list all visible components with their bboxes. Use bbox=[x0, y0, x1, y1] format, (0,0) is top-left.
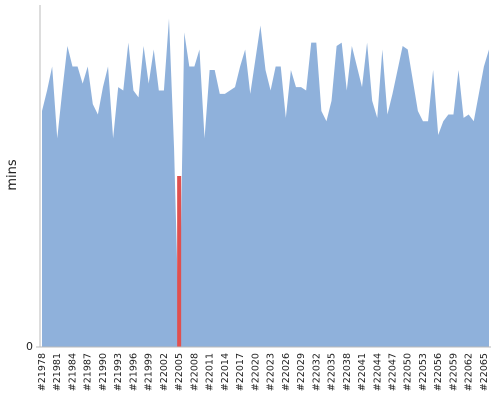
x-tick-label: #22059 bbox=[448, 353, 459, 391]
x-tick-label: #22038 bbox=[342, 353, 353, 391]
x-tick-label: #22005 bbox=[174, 353, 185, 391]
x-tick-label: #22047 bbox=[387, 353, 398, 391]
x-tick-label: #21990 bbox=[98, 353, 109, 391]
x-tick-label: #21981 bbox=[52, 353, 63, 391]
x-tick-label: #22032 bbox=[311, 353, 322, 391]
x-tick-label: #21996 bbox=[128, 353, 139, 391]
y-tick-label: 0 bbox=[26, 340, 33, 353]
x-tick-label: #22044 bbox=[372, 353, 383, 391]
x-tick-label: #22041 bbox=[357, 353, 368, 391]
x-tick-label: #22065 bbox=[479, 353, 490, 391]
x-tick-label: #22011 bbox=[205, 353, 216, 391]
x-tick-label: #22026 bbox=[281, 353, 292, 391]
x-tick-label: #22053 bbox=[418, 353, 429, 391]
x-tick-label: #22020 bbox=[250, 353, 261, 391]
x-tick-label: #22008 bbox=[189, 353, 200, 391]
x-tick-label: #21999 bbox=[144, 353, 155, 391]
highlight-bar bbox=[177, 176, 182, 347]
x-tick-label: #22002 bbox=[159, 353, 170, 391]
x-tick-label: #21978 bbox=[37, 353, 48, 391]
x-tick-label: #22014 bbox=[220, 353, 231, 391]
x-tick-label: #22062 bbox=[464, 353, 475, 391]
area bbox=[42, 18, 489, 348]
x-tick-label: #21993 bbox=[113, 353, 124, 391]
x-tick-label: #22017 bbox=[235, 353, 246, 391]
x-tick-label: #21987 bbox=[83, 353, 94, 391]
x-tick-label: #21984 bbox=[67, 353, 78, 391]
x-tick-label: #22050 bbox=[403, 353, 414, 391]
x-tick-label: #22035 bbox=[327, 353, 338, 391]
y-axis-label: mins bbox=[5, 159, 20, 191]
x-tick-label: #22023 bbox=[266, 353, 277, 391]
x-tick-label: #22029 bbox=[296, 353, 307, 391]
x-tick-label: #22056 bbox=[433, 353, 444, 391]
